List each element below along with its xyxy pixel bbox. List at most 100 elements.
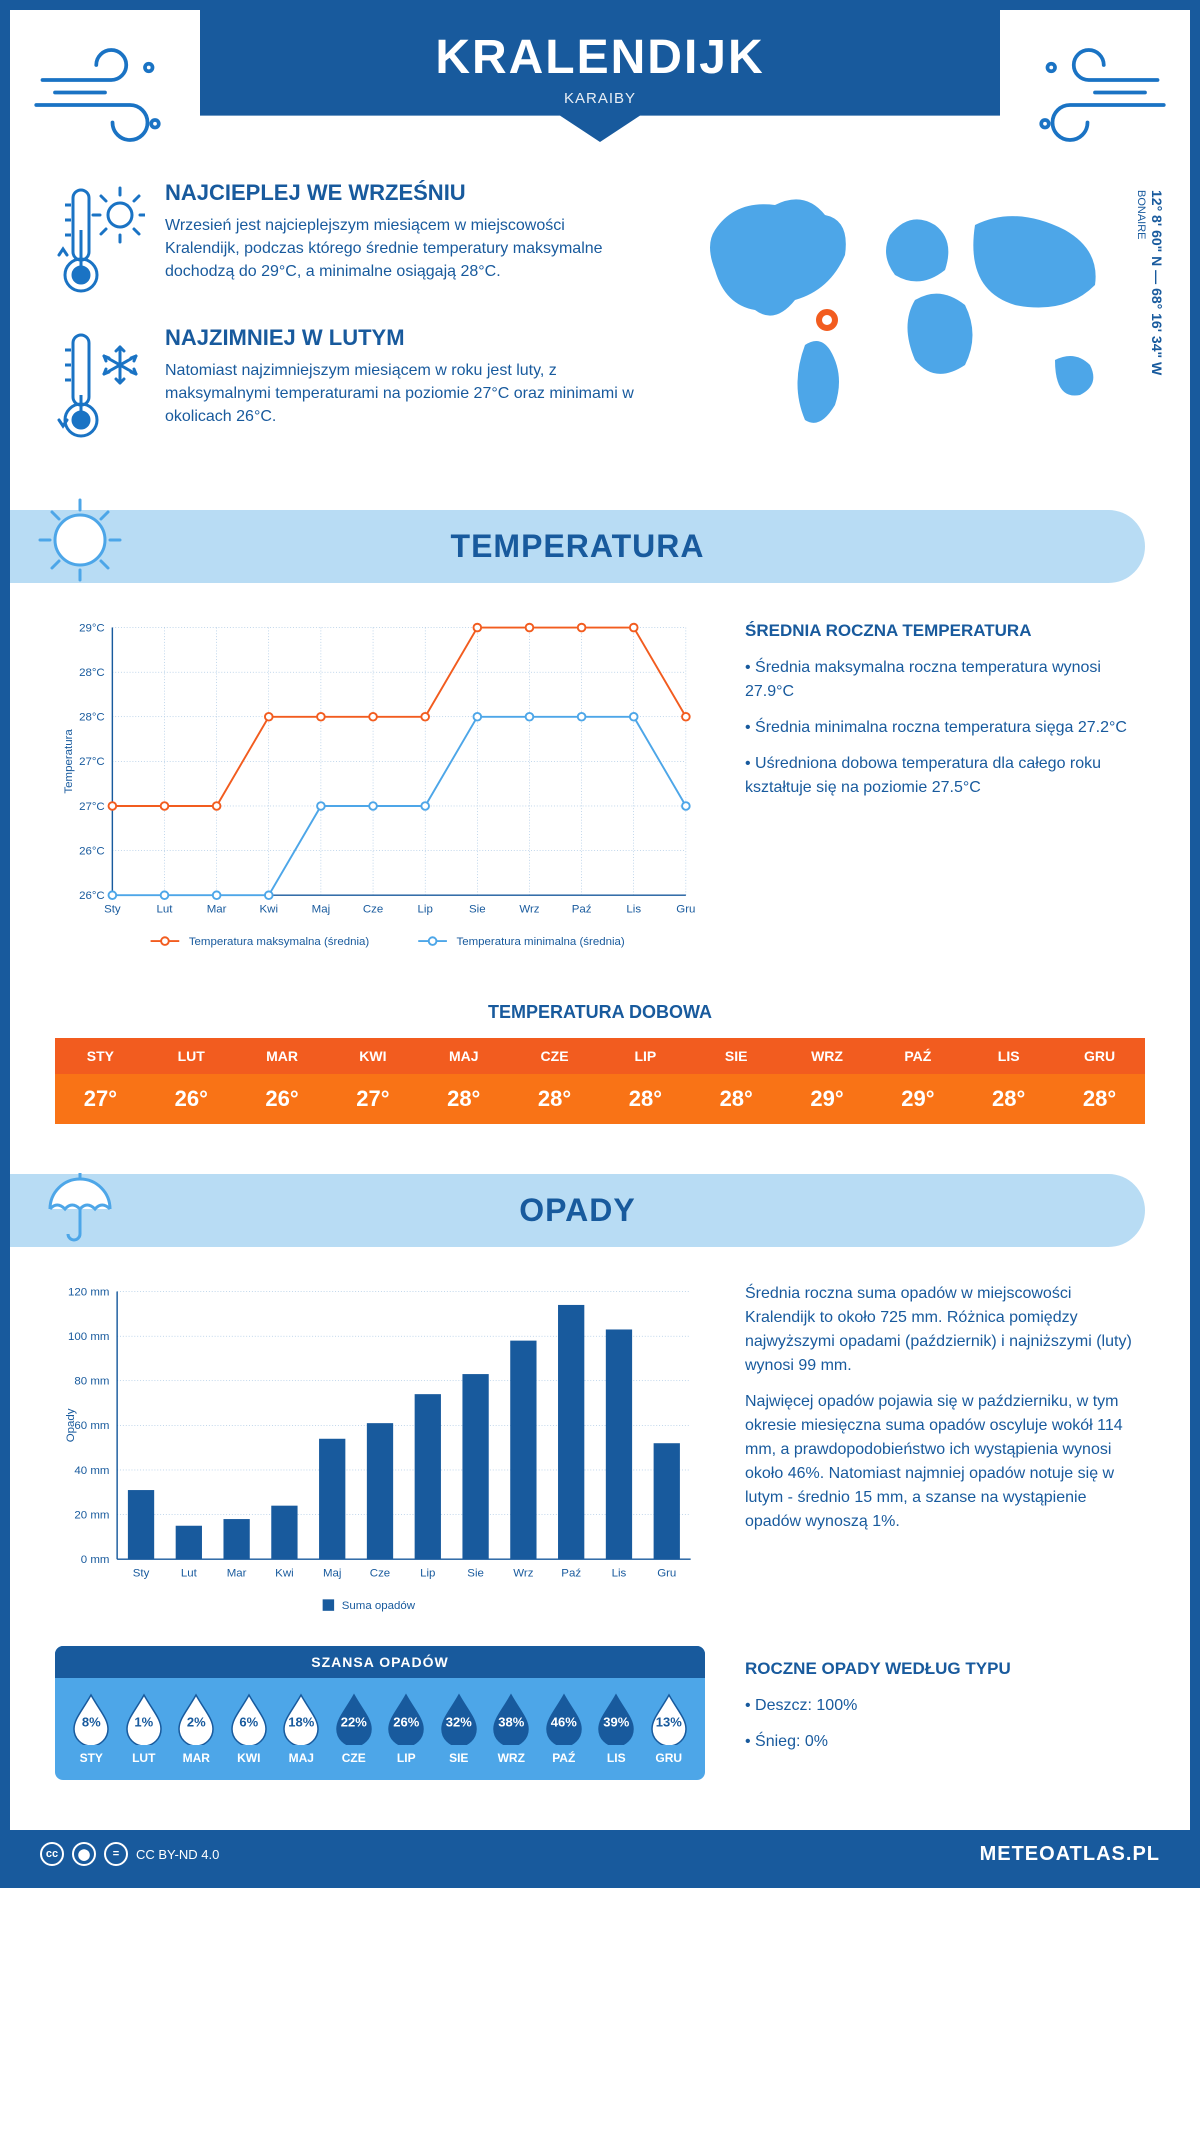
chance-pct: 26% [393,1714,419,1729]
chance-pct: 6% [239,1714,258,1729]
chance-month: SIE [433,1751,486,1765]
temperature-side-text: ŚREDNIA ROCZNA TEMPERATURA • Średnia mak… [745,618,1145,962]
daily-value: 26° [237,1074,328,1124]
precip-content: 0 mm20 mm40 mm60 mm80 mm100 mm120 mmStyL… [10,1272,1190,1800]
raindrop-icon: 2% [175,1693,217,1745]
chance-drop: 38% WRZ [485,1693,538,1765]
cc-icon: cc [40,1842,64,1866]
chance-month: LUT [118,1751,171,1765]
daily-month: GRU [1054,1038,1145,1074]
daily-month: LIS [963,1038,1054,1074]
daily-value: 28° [509,1074,600,1124]
raindrop-icon: 32% [438,1693,480,1745]
svg-text:Lut: Lut [181,1568,198,1580]
chance-drop: 39% LIS [590,1693,643,1765]
nd-icon: = [104,1842,128,1866]
raindrop-icon: 18% [280,1693,322,1745]
precip-chart-box: 0 mm20 mm40 mm60 mm80 mm100 mm120 mmStyL… [55,1282,705,1780]
location-subtitle: KARAIBY [230,90,970,107]
svg-text:Opady: Opady [65,1408,77,1442]
chance-drop: 8% STY [65,1693,118,1765]
license-text: CC BY-ND 4.0 [136,1847,219,1862]
chance-month: WRZ [485,1751,538,1765]
precip-bar-chart: 0 mm20 mm40 mm60 mm80 mm100 mm120 mmStyL… [55,1282,705,1626]
chance-month: GRU [643,1751,696,1765]
svg-text:120 mm: 120 mm [68,1286,109,1298]
svg-text:28°C: 28°C [79,712,105,724]
chance-pct: 1% [134,1714,153,1729]
svg-text:Lis: Lis [612,1568,627,1580]
chance-drop: 26% LIP [380,1693,433,1765]
daily-month: LIP [600,1038,691,1074]
svg-text:Suma opadów: Suma opadów [342,1600,416,1612]
svg-text:29°C: 29°C [79,622,105,634]
annual-rain: • Deszcz: 100% [745,1694,1145,1718]
svg-text:Paź: Paź [561,1568,581,1580]
svg-text:Maj: Maj [323,1568,341,1580]
chance-drop: 18% MAJ [275,1693,328,1765]
daily-temp-table: STYLUTMARKWIMAJCZELIPSIEWRZPAŹLISGRU 27°… [55,1038,1145,1124]
precip-chance-title: SZANSA OPADÓW [55,1646,705,1678]
chance-pct: 39% [603,1714,629,1729]
temperature-content: 26°C26°C27°C27°C28°C28°C29°CStyLutMarKwi… [10,608,1190,982]
svg-text:Wrz: Wrz [513,1568,533,1580]
svg-text:Sie: Sie [467,1568,484,1580]
intro-section: NAJCIEPLEJ WE WRZEŚNIU Wrzesień jest naj… [10,150,1190,490]
chance-drop: 22% CZE [328,1693,381,1765]
daily-value: 26° [146,1074,237,1124]
daily-value: 28° [1054,1074,1145,1124]
daily-value: 27° [55,1074,146,1124]
raindrop-icon: 22% [333,1693,375,1745]
warmest-block: NAJCIEPLEJ WE WRZEŚNIU Wrzesień jest naj… [55,180,635,295]
raindrop-icon: 13% [648,1693,690,1745]
warmest-title: NAJCIEPLEJ WE WRZEŚNIU [165,180,635,206]
raindrop-icon: 1% [123,1693,165,1745]
avg-temp-title: ŚREDNIA ROCZNA TEMPERATURA [745,618,1145,644]
daily-value: 28° [600,1074,691,1124]
daily-month: CZE [509,1038,600,1074]
svg-text:Maj: Maj [312,903,330,915]
avg-temp-b3: • Uśredniona dobowa temperatura dla całe… [745,752,1145,800]
thermometer-snow-icon [55,325,145,440]
temperature-section-header: TEMPERATURA [10,510,1145,583]
wind-icon-left [10,10,200,150]
coldest-text: Natomiast najzimniejszym miesiącem w rok… [165,359,635,429]
precip-title: OPADY [10,1192,1145,1229]
svg-text:27°C: 27°C [79,756,105,768]
chance-pct: 22% [341,1714,367,1729]
chance-month: LIS [590,1751,643,1765]
svg-text:Sie: Sie [469,903,486,915]
svg-text:28°C: 28°C [79,667,105,679]
precip-p1: Średnia roczna suma opadów w miejscowośc… [745,1282,1145,1378]
daily-value: 28° [691,1074,782,1124]
thermometer-sun-icon [55,180,145,295]
svg-text:Lut: Lut [157,903,174,915]
precip-chance-panel: SZANSA OPADÓW 8% STY 1% LUT 2% MAR 6% KW… [55,1646,705,1780]
svg-text:27°C: 27°C [79,801,105,813]
daily-month: WRZ [782,1038,873,1074]
chance-month: MAR [170,1751,223,1765]
sun-icon [35,495,125,585]
svg-text:Kwi: Kwi [275,1568,293,1580]
footer: cc ⬤ = CC BY-ND 4.0 METEOATLAS.PL [10,1830,1190,1878]
raindrop-icon: 46% [543,1693,585,1745]
svg-text:Temperatura maksymalna (średni: Temperatura maksymalna (średnia) [189,936,370,948]
precip-p2: Najwięcej opadów pojawia się w październ… [745,1390,1145,1534]
chance-pct: 46% [551,1714,577,1729]
coldest-title: NAJZIMNIEJ W LUTYM [165,325,635,351]
svg-text:Mar: Mar [227,1568,247,1580]
umbrella-icon [35,1159,125,1249]
svg-text:Wrz: Wrz [519,903,539,915]
svg-text:Cze: Cze [370,1568,390,1580]
svg-text:Sty: Sty [133,1568,150,1580]
location-title: KRALENDIJK [230,30,970,85]
svg-text:80 mm: 80 mm [74,1376,109,1388]
chance-pct: 13% [656,1714,682,1729]
svg-text:Cze: Cze [363,903,383,915]
map-marker-icon [819,312,835,328]
svg-text:Lip: Lip [418,903,433,915]
daily-value: 29° [782,1074,873,1124]
by-icon: ⬤ [72,1842,96,1866]
raindrop-icon: 8% [70,1693,112,1745]
annual-snow: • Śnieg: 0% [745,1730,1145,1754]
